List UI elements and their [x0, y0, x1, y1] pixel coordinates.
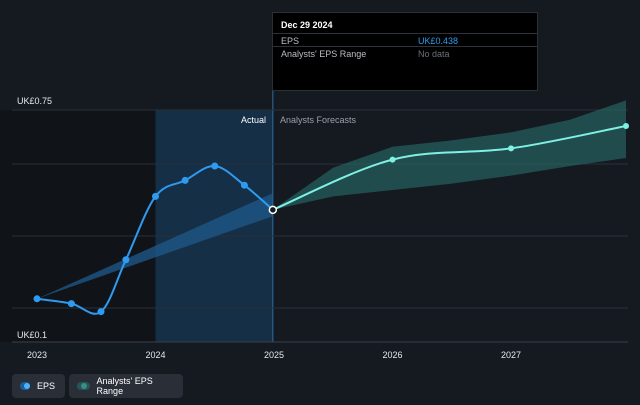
x-tick-label-2027: 2027 — [501, 350, 521, 360]
eps-point-8 — [268, 205, 278, 215]
eps-point-0 — [33, 295, 41, 303]
legend-eps-label: EPS — [36, 381, 55, 391]
legend-range-label: Analysts' EPS Range — [96, 376, 153, 396]
tooltip-eps-value: UK£0.438 — [418, 36, 459, 46]
eps-range-band-past — [37, 193, 273, 299]
x-tick-label-2025: 2025 — [264, 350, 284, 360]
tooltip-date: Dec 29 2024 — [281, 20, 333, 30]
eps-point-2 — [97, 308, 105, 316]
tooltip-range-label: Analysts' EPS Range — [281, 49, 367, 59]
tooltip-eps-label: EPS — [281, 36, 300, 46]
x-tick-label-2026: 2026 — [383, 350, 403, 360]
eps-point-4 — [152, 192, 160, 200]
eps-point-6 — [211, 162, 219, 170]
tooltip-row-eps: EPS UK£0.438 — [273, 33, 537, 47]
x-tick-label-2023: 2023 — [27, 350, 47, 360]
forecast-point-2 — [508, 145, 515, 152]
tooltip-row-range: Analysts' EPS Range No data — [273, 46, 537, 60]
y-tick-label-max: UK£0.75 — [17, 96, 53, 106]
actual-region-label: Actual — [241, 115, 267, 125]
forecast-point-1 — [389, 156, 396, 163]
eps-point-7 — [240, 181, 248, 189]
eps-point-5 — [181, 176, 189, 184]
forecast-point-3 — [623, 123, 629, 129]
eps-legend-icon — [20, 382, 30, 390]
hover-tooltip: Dec 29 2024 EPS UK£0.438 Analysts' EPS R… — [272, 12, 538, 91]
eps-point-3 — [122, 256, 130, 264]
eps-range-band-forecast — [272, 100, 626, 210]
legend-eps[interactable]: EPS — [12, 374, 65, 398]
y-tick-label-min: UK£0.1 — [17, 330, 48, 340]
eps-forecast-line — [272, 125, 627, 211]
forecast-region-label: Analysts Forecasts — [280, 115, 357, 125]
range-legend-icon — [77, 382, 90, 390]
x-tick-label-2024: 2024 — [145, 350, 165, 360]
legend-range[interactable]: Analysts' EPS Range — [69, 374, 183, 398]
eps-point-1 — [67, 300, 75, 308]
tooltip-range-value: No data — [418, 49, 450, 59]
